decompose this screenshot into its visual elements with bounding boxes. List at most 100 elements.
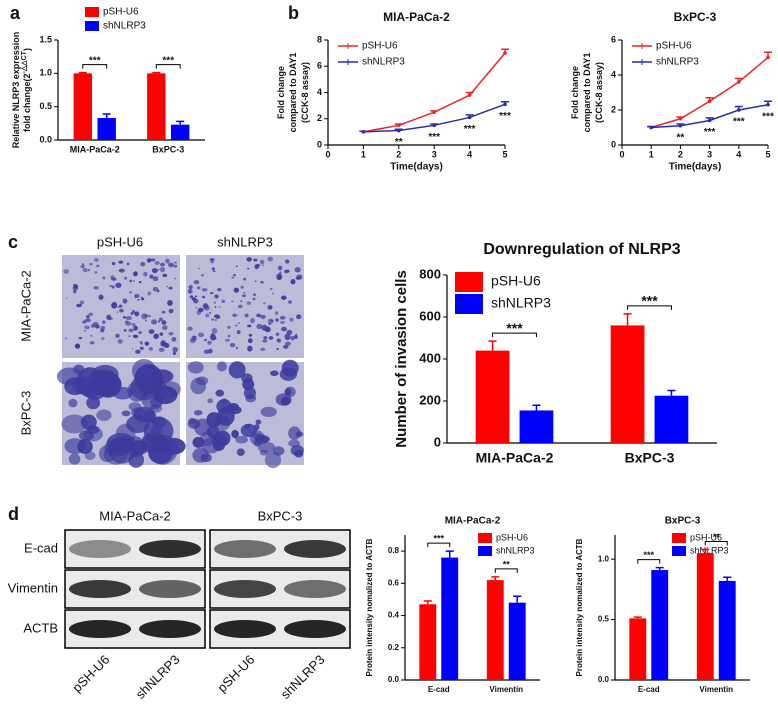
cell <box>227 334 231 338</box>
cell <box>164 342 170 348</box>
cell <box>188 417 197 425</box>
cell <box>132 309 135 313</box>
cell <box>79 265 82 268</box>
y-axis-label: Fold change <box>276 66 286 119</box>
x-tick-label: Vimentin <box>489 685 523 694</box>
cell <box>94 271 98 274</box>
cell <box>133 311 137 315</box>
cell <box>151 268 158 274</box>
y-tick-label: 8 <box>317 34 322 44</box>
bar <box>718 580 736 680</box>
error-bar <box>513 595 522 603</box>
cell <box>152 286 159 292</box>
significance-bracket <box>155 64 181 69</box>
cell <box>94 324 100 329</box>
x-tick-label: 4 <box>736 149 741 159</box>
x-tick-label: BxPC-3 <box>625 450 675 466</box>
cell <box>235 435 248 444</box>
cell <box>140 343 143 345</box>
cell <box>231 429 239 439</box>
point <box>707 99 712 104</box>
cell <box>68 453 81 465</box>
cell <box>162 325 168 331</box>
x-tick-label: MIA-PaCa-2 <box>476 450 554 466</box>
cell <box>296 314 302 320</box>
error-bar <box>667 389 676 396</box>
y-axis-label: Fold change <box>570 66 580 119</box>
cell <box>226 325 231 330</box>
y-tick-label: 0.0 <box>388 675 400 684</box>
y-axis-label-part: Fold change <box>570 66 580 119</box>
bar <box>654 395 689 443</box>
cell <box>140 261 146 267</box>
y-axis-label-part: fold change(2 <box>22 73 32 132</box>
cell <box>238 322 241 324</box>
point <box>707 118 712 123</box>
significance-label: ** <box>677 132 685 143</box>
y-tick-label: 1.0 <box>598 554 610 563</box>
significance-label: *** <box>162 55 174 66</box>
cell <box>111 261 116 266</box>
cell <box>133 271 138 277</box>
cell <box>205 313 210 318</box>
cell <box>210 260 214 264</box>
point <box>467 115 472 120</box>
cell <box>119 308 124 313</box>
point <box>678 123 683 128</box>
cell <box>202 295 206 299</box>
cell <box>194 295 198 298</box>
cell <box>82 267 88 273</box>
cell <box>90 334 93 337</box>
legend-label: pSH-U6 <box>656 41 692 52</box>
legend-swatch <box>672 546 686 556</box>
panel-label: b <box>288 3 299 23</box>
point <box>737 80 741 84</box>
cell <box>141 297 145 301</box>
cell <box>78 336 83 340</box>
y-tick-label: 0 <box>317 139 322 149</box>
y-axis-label-part: compared to DAY1 <box>582 53 592 133</box>
y-tick-label: 4 <box>317 87 322 97</box>
cell <box>128 335 131 337</box>
point <box>503 51 507 55</box>
cell <box>134 296 137 299</box>
cell <box>187 288 193 294</box>
bar <box>147 73 166 140</box>
cell <box>118 304 123 308</box>
legend-swatch <box>85 7 99 17</box>
y-axis-label: compared to DAY1 <box>288 53 298 133</box>
y-tick-label: 6 <box>611 34 616 44</box>
cell <box>217 287 222 292</box>
cell <box>168 286 173 290</box>
cell <box>268 336 274 340</box>
cell <box>161 340 165 344</box>
y-tick-label: 1.5 <box>39 34 52 44</box>
cell <box>189 295 194 299</box>
cell <box>139 346 144 350</box>
cell <box>253 438 262 447</box>
cell <box>111 301 118 309</box>
y-axis-label-part: Protein intensity nomalized to ACTB <box>575 538 584 676</box>
cell <box>158 347 165 353</box>
point <box>397 128 401 133</box>
y-tick-label: 800 <box>419 266 441 281</box>
cell <box>87 425 100 434</box>
chart-title: MIA-PaCa-2 <box>445 516 501 527</box>
cell <box>96 264 100 268</box>
y-axis-label-part: compared to DAY1 <box>288 53 298 133</box>
cell <box>260 406 277 417</box>
cell <box>93 286 99 290</box>
cell <box>209 311 212 314</box>
cell <box>172 352 176 355</box>
x-tick-label: E-cad <box>638 685 660 694</box>
cell <box>173 261 177 264</box>
cell <box>285 341 291 346</box>
significance-label: *** <box>506 320 523 336</box>
point <box>503 102 507 107</box>
cell <box>94 371 122 398</box>
cell <box>285 259 290 264</box>
cell <box>166 285 169 288</box>
cell <box>171 337 177 342</box>
bar <box>610 325 645 443</box>
blot-band <box>139 540 201 558</box>
